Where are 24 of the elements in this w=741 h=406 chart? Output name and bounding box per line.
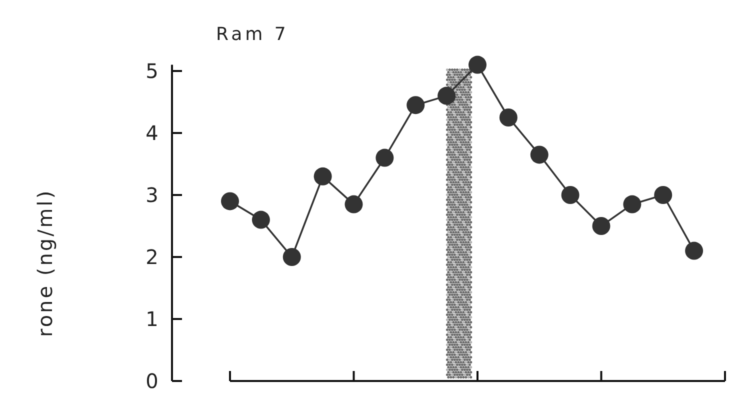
point <box>685 242 704 260</box>
point <box>623 195 642 214</box>
point <box>344 195 363 214</box>
point <box>499 108 518 126</box>
point <box>561 186 580 204</box>
y-tick-label: 3 <box>146 183 158 207</box>
chart-title: Ram 7 <box>216 24 289 45</box>
point <box>530 146 548 164</box>
point <box>438 86 456 105</box>
y-axis-title: rone (ng/ml) <box>33 188 57 337</box>
point <box>282 248 301 266</box>
point <box>252 210 270 229</box>
point <box>376 148 394 167</box>
point <box>468 56 486 74</box>
y-tick-label: 5 <box>146 59 158 83</box>
point <box>592 217 610 235</box>
y-tick-label: 0 <box>146 369 158 393</box>
y-tick-label: 1 <box>146 307 158 331</box>
y-tick-label: 4 <box>146 121 158 145</box>
point <box>314 167 332 186</box>
y-tick-label: 2 <box>146 245 158 269</box>
point <box>221 192 239 210</box>
point <box>406 96 425 114</box>
point <box>654 186 672 204</box>
